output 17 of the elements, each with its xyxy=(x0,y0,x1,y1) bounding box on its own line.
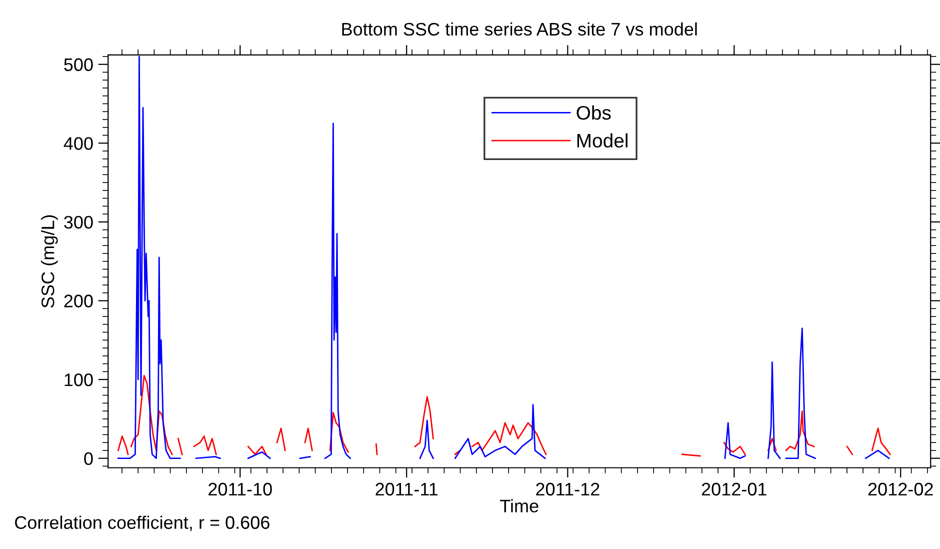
legend-label: Obs xyxy=(576,105,611,120)
y-tick-label: 500 xyxy=(64,58,93,72)
legend-label: Model xyxy=(577,133,628,148)
x-tick-label: 2011-11 xyxy=(376,482,438,496)
y-tick-label: 200 xyxy=(64,294,93,308)
y-tick-label: 300 xyxy=(64,216,93,229)
y-tick-label: 400 xyxy=(64,137,93,150)
y-axis-title: SSC (mg/L) xyxy=(41,215,58,308)
x-tick-label: 2012-02 xyxy=(868,482,933,496)
y-tick-label: 0 xyxy=(84,452,93,466)
x-tick-label: 2012-01 xyxy=(702,482,766,496)
y-tick-label: 100 xyxy=(64,373,93,386)
x-tick-label: 2011-12 xyxy=(536,482,600,496)
x-tick-label: 2011-10 xyxy=(208,482,272,496)
chart-title: Bottom SSC time series ABS site 7 vs model xyxy=(342,22,697,36)
x-axis-title: Time xyxy=(500,499,538,512)
text: Correlation coefficient, r = 0.606 xyxy=(15,516,270,532)
